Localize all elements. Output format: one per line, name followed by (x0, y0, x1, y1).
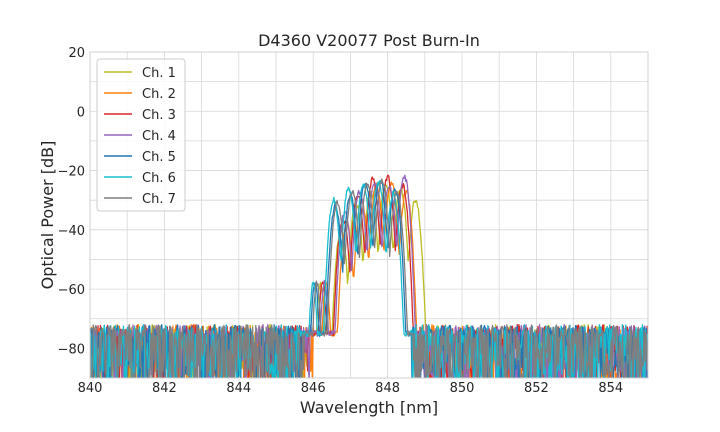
x-tick-label: 848 (375, 381, 400, 396)
x-tick-label: 842 (152, 381, 177, 396)
x-axis-label: Wavelength [nm] (300, 398, 438, 417)
x-tick-label: 852 (524, 381, 549, 396)
legend-label: Ch. 5 (142, 150, 176, 165)
y-axis-label: Optical Power [dB] (38, 141, 57, 290)
legend-label: Ch. 7 (142, 192, 176, 207)
y-tick-label: −40 (58, 224, 85, 239)
y-tick-labels: 20 0 −20 −40 −60 −80 (58, 46, 85, 357)
legend-label: Ch. 3 (142, 108, 176, 123)
series-line-ch7 (90, 178, 648, 378)
x-tick-label: 846 (301, 381, 326, 396)
y-tick-label: −20 (58, 165, 85, 180)
legend-label: Ch. 6 (142, 171, 176, 186)
y-tick-label: 0 (77, 105, 85, 120)
plot-frame (89, 51, 649, 379)
y-tick-label: −60 (58, 283, 85, 298)
x-tick-label: 844 (226, 381, 251, 396)
y-tick-label: −80 (58, 342, 85, 357)
y-tick-label: 20 (68, 46, 85, 61)
x-tick-labels: 840 842 844 846 848 850 852 854 (78, 381, 624, 396)
chart-title: D4360 V20077 Post Burn-In (258, 31, 480, 50)
legend: Ch. 1 Ch. 2 Ch. 3 Ch. 4 Ch. 5 Ch. 6 Ch. 7 (96, 58, 186, 212)
x-tick-label: 840 (78, 381, 103, 396)
x-tick-label: 854 (598, 381, 623, 396)
legend-box (96, 58, 186, 212)
x-tick-label: 850 (450, 381, 475, 396)
legend-label: Ch. 2 (142, 87, 176, 102)
series-layer (90, 174, 648, 378)
legend-label: Ch. 4 (142, 129, 176, 144)
legend-label: Ch. 1 (142, 66, 176, 81)
